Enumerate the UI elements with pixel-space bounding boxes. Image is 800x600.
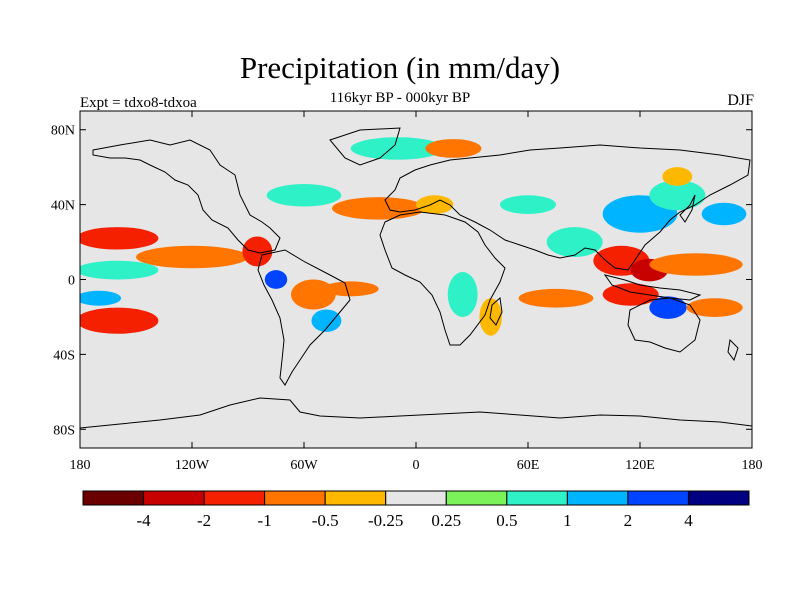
coastline-maritime-continent xyxy=(603,274,702,301)
season-label: DJF xyxy=(727,92,754,109)
anomaly-region xyxy=(266,184,342,207)
colorbar-label: 1 xyxy=(563,511,572,530)
colorbar-label: 4 xyxy=(684,511,693,530)
coastline-south-america xyxy=(257,249,351,386)
anomaly-region xyxy=(649,296,687,319)
colorbar-swatch xyxy=(385,490,447,506)
anomaly-region xyxy=(500,195,556,214)
chart-title: Precipitation (in mm/day) xyxy=(239,50,561,85)
coastline-north-america xyxy=(92,139,281,254)
colorbar-swatch xyxy=(324,490,387,506)
colorbar-swatch xyxy=(143,490,205,506)
anomaly-region xyxy=(80,260,159,280)
lat-tick-label: 0 xyxy=(68,274,75,289)
coastline-australia xyxy=(627,297,701,353)
lon-tick-label: 120W xyxy=(175,458,210,473)
colorbar-swatch xyxy=(566,490,629,506)
anomaly-region xyxy=(649,253,743,276)
lon-tick-label: 180 xyxy=(742,458,763,473)
anomaly-region xyxy=(136,245,248,269)
colorbar-swatch xyxy=(627,490,689,506)
lat-tick-label: 40N xyxy=(51,199,75,214)
colorbar-label: -4 xyxy=(136,511,151,530)
latitude-axis: 80N 40N 0 40S 80S xyxy=(51,124,752,438)
anomaly-region xyxy=(686,298,743,317)
anomaly-region xyxy=(242,236,273,267)
lat-tick-label: 80S xyxy=(53,423,75,438)
coastline-japan xyxy=(679,194,696,223)
colorbar-label: 0.25 xyxy=(431,511,461,530)
coastlines xyxy=(80,127,752,429)
colorbar-label: -0.25 xyxy=(368,511,403,530)
coastline-greenland xyxy=(329,127,401,166)
anomaly-region xyxy=(290,279,336,310)
colorbar: -4 -2 -1 -0.5 -0.25 0.25 0.5 1 2 4 xyxy=(82,490,750,530)
anomaly-region xyxy=(80,290,122,306)
anomaly-region xyxy=(332,197,426,220)
anomaly-region xyxy=(701,202,747,226)
colorbar-swatch xyxy=(264,490,326,506)
anomaly-region xyxy=(602,283,659,306)
chart-subtitle: 116kyr BP - 000kyr BP xyxy=(329,90,471,106)
experiment-label: Expt = tdxo8-tdxoa xyxy=(80,95,197,111)
coastline-madagascar xyxy=(489,297,503,326)
colorbar-swatch xyxy=(203,490,266,506)
lon-tick-label: 120E xyxy=(625,458,655,473)
colorbar-label: -2 xyxy=(197,511,211,530)
lon-tick-label: 60W xyxy=(290,458,318,473)
lon-tick-label: 180 xyxy=(70,458,91,473)
colorbar-swatch xyxy=(82,490,145,506)
anomaly-region xyxy=(80,227,159,250)
anomaly-region xyxy=(546,227,603,258)
colorbar-label: -0.5 xyxy=(312,511,339,530)
colorbar-label: 0.5 xyxy=(496,511,517,530)
anomaly-region xyxy=(350,137,445,160)
colorbar-swatch xyxy=(506,490,568,506)
anomaly-region xyxy=(322,281,379,297)
coastline-africa xyxy=(379,211,506,346)
anomaly-region xyxy=(416,195,454,214)
colorbar-label: 2 xyxy=(624,511,633,530)
lat-tick-label: 80N xyxy=(51,124,75,139)
colorbar-swatch xyxy=(687,490,750,506)
coastline-new-zealand xyxy=(727,338,739,362)
anomaly-region xyxy=(80,307,159,334)
anomaly-region xyxy=(311,309,342,332)
coastline-antarctica xyxy=(80,397,752,429)
colorbar-swatch xyxy=(445,490,508,506)
coastline-eurasia xyxy=(384,144,751,271)
colorbar-label: -1 xyxy=(258,511,272,530)
anomaly-region xyxy=(264,270,288,289)
anomaly-region xyxy=(662,167,693,186)
lon-tick-label: 0 xyxy=(413,458,420,473)
anomaly-region xyxy=(447,272,478,317)
longitude-axis: 180 120W 60W 0 60E 120E 180 xyxy=(70,111,763,473)
anomaly-region xyxy=(425,139,482,158)
lat-tick-label: 40S xyxy=(53,348,75,363)
lon-tick-label: 60E xyxy=(517,458,540,473)
anomaly-region xyxy=(518,288,594,308)
